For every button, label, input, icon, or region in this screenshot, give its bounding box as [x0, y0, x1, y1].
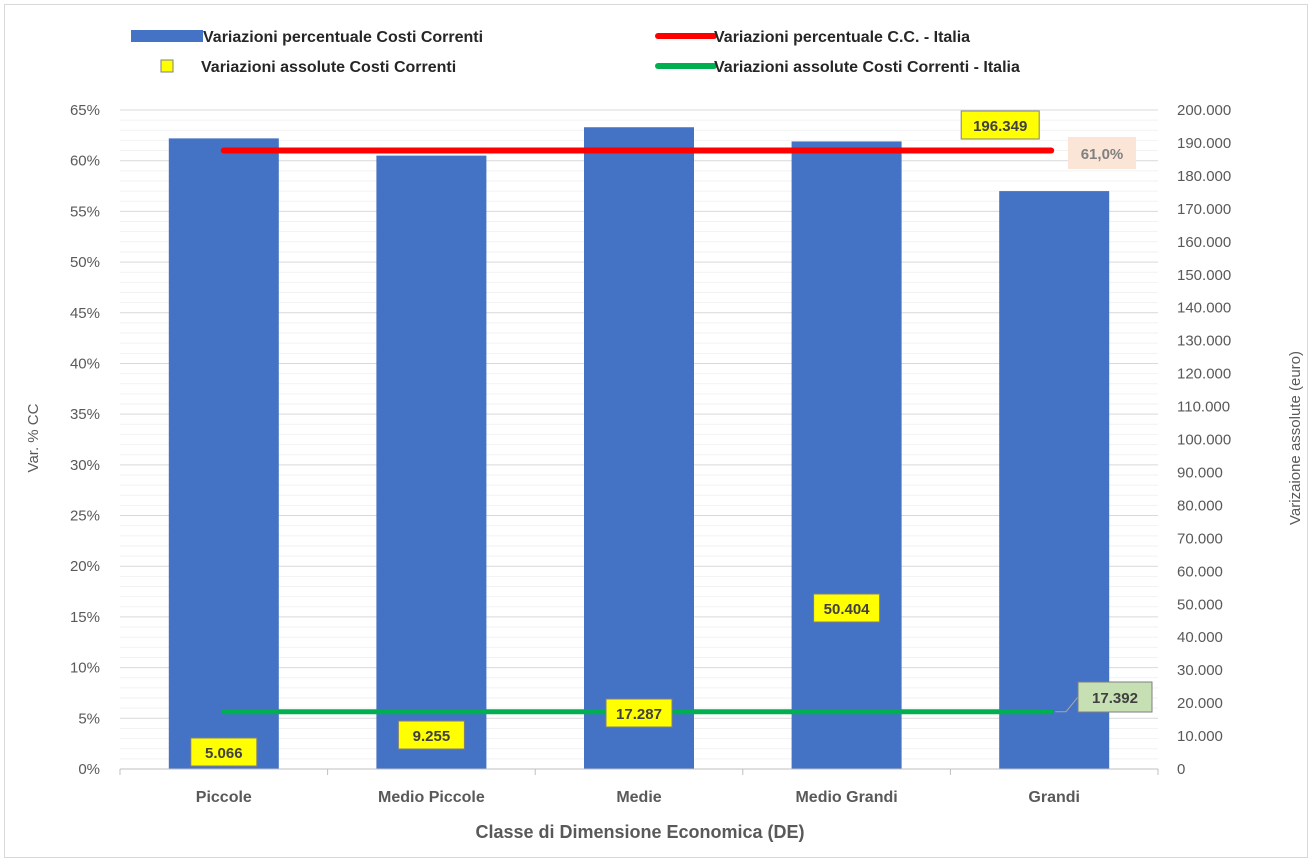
legend-label: Variazioni assolute Costi Correnti - Ita… [714, 59, 1020, 76]
y2-tick-label: 40.000 [1177, 629, 1223, 646]
y-tick-label: 5% [78, 710, 100, 727]
legend-swatch [160, 59, 174, 73]
data-label-box [605, 698, 673, 728]
data-label: 9.255 [413, 728, 451, 745]
y2-tick-label: 170.000 [1177, 201, 1231, 218]
y-tick-label: 30% [70, 457, 100, 474]
bar-series [168, 127, 1110, 770]
y2-tick-label: 100.000 [1177, 432, 1231, 449]
y-axis-title: Var. % CC [25, 403, 42, 472]
y-tick-label: 20% [70, 558, 100, 575]
legend: Variazioni percentuale Costi Correnti Var… [131, 29, 1020, 76]
bar [584, 127, 694, 770]
data-labels: 5.066 9.255 17.287 50.404 196.349 61,0% 17.392 [190, 110, 1153, 767]
y2-tick-label: 160.000 [1177, 234, 1231, 251]
data-label: 17.287 [616, 706, 662, 723]
y2-tick-label: 200.000 [1177, 102, 1231, 119]
y2-tick-label: 20.000 [1177, 695, 1223, 712]
x-tick-label: Piccole [196, 789, 252, 806]
legend-label: Variazioni percentuale C.C. - Italia [714, 29, 970, 46]
y-tick-label: 0% [78, 761, 100, 778]
legend-label: Variazioni percentuale Costi Correnti [203, 29, 483, 46]
y2-axis-title: Varizaione assolute (euro) [1287, 351, 1304, 525]
y2-tick-label: 190.000 [1177, 135, 1231, 152]
data-label-box [813, 593, 881, 623]
bar [999, 191, 1110, 770]
y-tick-label: 45% [70, 305, 100, 322]
data-label-box [397, 720, 465, 750]
y-tick-label: 25% [70, 508, 100, 525]
data-label: 61,0% [1081, 146, 1124, 163]
x-tick-label: Medio Piccole [378, 789, 485, 806]
x-axis-title: Classe di Dimensione Economica (DE) [475, 822, 804, 842]
y2-tick-label: 10.000 [1177, 728, 1223, 745]
y2-tick-label: 0 [1177, 761, 1185, 778]
y2-tick-label: 80.000 [1177, 497, 1223, 514]
y2-tick-label: 150.000 [1177, 267, 1231, 284]
y2-tick-label: 90.000 [1177, 464, 1223, 481]
y-tick-label: 35% [70, 406, 100, 423]
bar [376, 155, 487, 770]
data-label: 5.066 [205, 745, 243, 762]
y2-tick-label: 30.000 [1177, 662, 1223, 679]
axes: 0% 5% 10% 15% 20% 25% 30% 35% 40% 45% 50% 55% 60% 65%… [70, 102, 1231, 806]
y-tick-label: 10% [70, 660, 100, 677]
legend-swatch [131, 30, 203, 42]
y-tick-label: 60% [70, 153, 100, 170]
y-tick-label: 65% [70, 102, 100, 119]
y2-tick-label: 180.000 [1177, 168, 1231, 185]
y2-tick-label: 130.000 [1177, 333, 1231, 350]
y-tick-label: 50% [70, 254, 100, 271]
y2-tick-label: 110.000 [1177, 399, 1230, 416]
data-label: 50.404 [824, 601, 871, 618]
bar [168, 138, 279, 769]
leader-line [1055, 696, 1079, 713]
chart-frame [4, 4, 1308, 858]
data-label-box [190, 737, 258, 767]
y2-tick-label: 60.000 [1177, 563, 1223, 580]
data-label: 17.392 [1092, 690, 1138, 707]
y2-tick-label: 70.000 [1177, 530, 1223, 547]
y-tick-label: 55% [70, 203, 100, 220]
x-tick-label: Grandi [1028, 789, 1080, 806]
x-tick-label: Medio Grandi [795, 789, 897, 806]
data-label-box [1077, 681, 1153, 713]
data-label: 196.349 [973, 118, 1027, 135]
bar [791, 141, 902, 770]
data-label-box [960, 110, 1040, 140]
data-label-box [1068, 137, 1136, 169]
legend-label: Variazioni assolute Costi Correnti [201, 59, 456, 76]
y2-tick-label: 140.000 [1177, 300, 1231, 317]
y-tick-label: 40% [70, 355, 100, 372]
y2-tick-label: 120.000 [1177, 366, 1231, 383]
y2-tick-label: 50.000 [1177, 596, 1223, 613]
y-tick-label: 15% [70, 609, 100, 626]
x-tick-label: Medie [616, 789, 661, 806]
